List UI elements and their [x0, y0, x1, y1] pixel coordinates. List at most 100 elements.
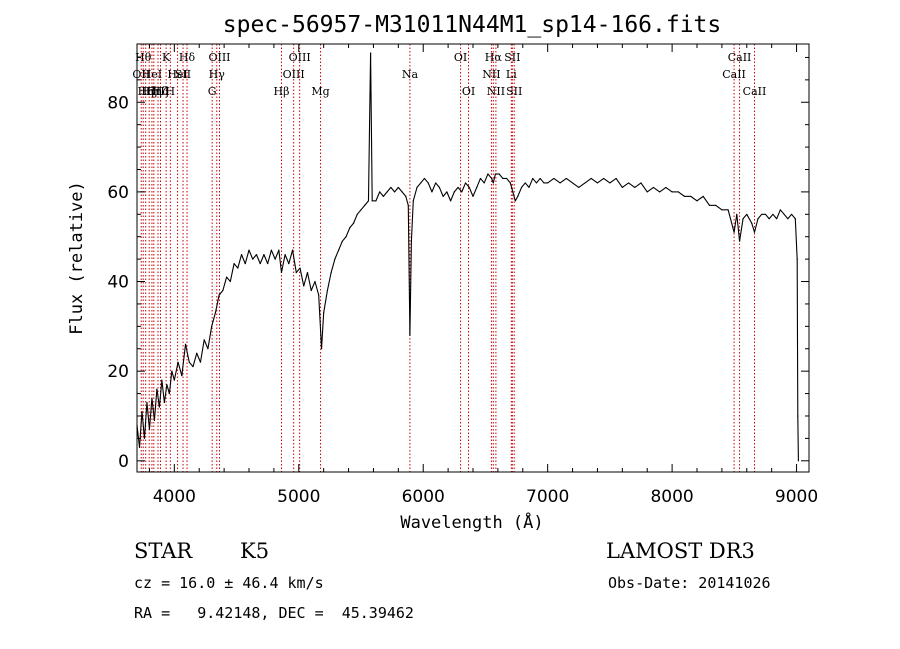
spectrum-segment-158 [757, 213, 763, 220]
spectrum-segment-88 [431, 182, 437, 193]
spectrum-segment-1 [138, 411, 143, 448]
spectrum-point-151 [733, 231, 735, 233]
spectrum-segment-72 [379, 191, 384, 197]
spectrum-segment-96 [461, 182, 467, 193]
spectrum-point-148 [715, 204, 717, 206]
spectrum-segment-54 [318, 294, 323, 349]
spectrum-segment-148 [715, 204, 723, 211]
spectrum-point-131 [609, 182, 611, 184]
spectrum-point-124 [565, 177, 567, 180]
spectrum-point-102 [483, 182, 485, 184]
spectrum-segment-82 [410, 200, 414, 242]
spectrum-point-31 [233, 263, 235, 265]
spectrum-segment-129 [597, 178, 604, 184]
spectrum-point-63 [349, 227, 351, 229]
spectrum-point-143 [683, 195, 686, 197]
spectrum-point-16 [177, 361, 179, 363]
spectrum-segment-9 [158, 380, 163, 408]
spectrum-segment-132 [615, 178, 623, 188]
spectrum-segment-98 [468, 187, 474, 197]
spectrum-segment-62 [345, 227, 351, 237]
spectrum-point-104 [491, 177, 493, 180]
spectrum-segment-139 [659, 186, 667, 193]
spectrum-point-4 [146, 401, 148, 404]
spectrum-segment-123 [559, 178, 567, 184]
object-subclass: K5 [240, 539, 270, 563]
spectrum-segment-6 [151, 397, 155, 421]
spectrum-point-33 [240, 254, 243, 256]
spectrum-point-88 [431, 191, 433, 193]
spectrum-segment-93 [450, 191, 455, 202]
spectrum-point-19 [188, 361, 190, 363]
spectrum-point-36 [252, 258, 254, 260]
spectrum-segment-49 [299, 267, 305, 287]
spectrum-point-32 [237, 267, 239, 269]
spectrum-point-46 [288, 263, 290, 265]
spectrum-point-94 [453, 191, 455, 193]
spectrum-point-83 [412, 200, 414, 202]
spectrum-segment-138 [653, 186, 660, 193]
spectrum-point-129 [596, 182, 599, 184]
spectrum-segment-153 [739, 218, 744, 242]
spectrum-point-128 [590, 177, 592, 180]
spectrum-segment-24 [207, 326, 213, 349]
spectrum-point-138 [652, 186, 655, 189]
spectrum-segment-85 [420, 178, 425, 184]
spectrum-segment-146 [702, 196, 710, 206]
spectrum-point-154 [742, 218, 744, 220]
x-tick-label-5: 9000 [775, 487, 818, 507]
spectrum-segment-59 [334, 249, 340, 260]
spectrum-segment-113 [517, 187, 523, 197]
x-tick-label-0: 4000 [153, 487, 196, 507]
spectrum-segment-118 [536, 178, 541, 184]
spectrum-point-72 [379, 191, 381, 193]
y-tick-label-0: 0 [118, 452, 129, 472]
spectrum-point-162 [772, 213, 774, 215]
spectrum-segment-33 [241, 254, 246, 264]
spectrum-point-8 [156, 388, 158, 390]
spectrum-segment-95 [457, 187, 463, 193]
spectrum-point-150 [727, 209, 729, 211]
x-axis-label: Wavelength (Å) [400, 511, 543, 533]
spectrum-point-149 [721, 209, 723, 211]
spectrum-point-58 [330, 271, 332, 274]
spectrum-point-59 [334, 258, 336, 260]
spectrum-segment-28 [222, 276, 228, 291]
spectrum-point-68 [367, 200, 370, 202]
spectrum-point-53 [314, 280, 316, 283]
line-label-29: CaII [722, 68, 746, 81]
spectrum-point-120 [543, 182, 545, 184]
spectrum-segment-26 [214, 294, 220, 314]
line-label-4: HeI [142, 68, 162, 81]
spectrum-point-125 [571, 182, 574, 184]
spectrum-point-89 [435, 182, 437, 184]
spectrum-segment-12 [166, 384, 170, 394]
spectrum-point-22 [199, 361, 202, 363]
line-label-11: SII [175, 68, 191, 81]
spectrum-segment-168 [794, 218, 798, 260]
line-label-1: Hθ [135, 51, 152, 64]
spectrum-point-49 [299, 267, 301, 269]
spectrum-point-147 [708, 204, 711, 206]
spectrum-point-163 [776, 218, 778, 220]
spectrum-segment-151 [733, 214, 738, 233]
spectrum-point-156 [751, 222, 753, 224]
spectrum-segment-47 [292, 250, 297, 273]
spectrum-segment-8 [156, 389, 160, 408]
spectrum-point-2 [141, 410, 143, 413]
spectrum-segment-68 [367, 52, 372, 201]
spectrum-segment-19 [188, 361, 194, 368]
object-class: STAR [134, 539, 193, 563]
spectrum-point-86 [423, 177, 426, 180]
spectrum-point-170 [797, 415, 799, 417]
x-tick-label-3: 7000 [526, 487, 569, 507]
spectrum-segment-50 [303, 272, 309, 287]
spectrum-point-95 [457, 186, 459, 189]
spectrum-point-110 [509, 182, 511, 184]
spectrum-point-57 [326, 289, 328, 292]
line-label-15: OIII [208, 51, 230, 64]
spectrum-point-60 [338, 249, 340, 251]
spectral-line-markers [140, 44, 755, 472]
spectrum-segment-57 [326, 272, 332, 291]
